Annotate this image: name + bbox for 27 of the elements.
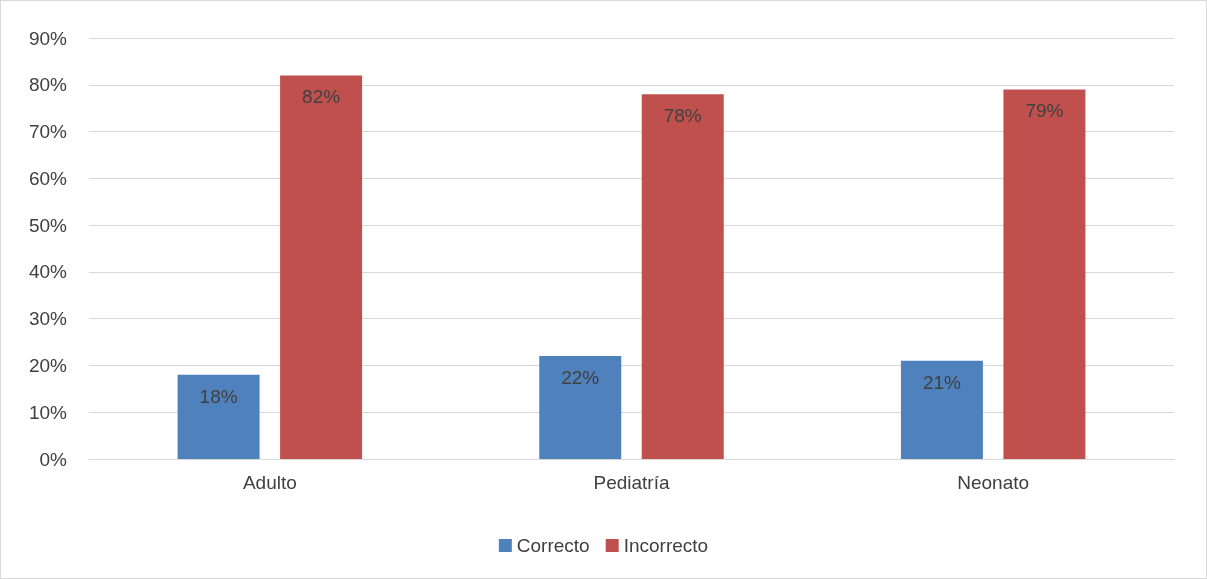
bar bbox=[900, 360, 983, 459]
legend-label: Incorrecto bbox=[623, 535, 709, 556]
bar bbox=[641, 94, 724, 459]
bar bbox=[177, 374, 260, 459]
y-tick-label: 20% bbox=[28, 354, 68, 376]
x-tick-label: Adulto bbox=[242, 472, 297, 493]
legend-label: Correcto bbox=[516, 535, 590, 556]
y-tick-label: 80% bbox=[28, 74, 68, 96]
y-tick-label: 30% bbox=[28, 308, 68, 330]
y-tick-label: 90% bbox=[28, 27, 68, 49]
y-tick-label: 10% bbox=[28, 401, 68, 423]
y-tick-label: 70% bbox=[28, 121, 68, 143]
y-tick-label: 40% bbox=[28, 261, 68, 283]
y-tick-label: 50% bbox=[28, 214, 68, 236]
x-tick-label: Pediatría bbox=[593, 472, 670, 493]
y-tick-label: 0% bbox=[39, 448, 68, 470]
data-label: 22% bbox=[561, 367, 600, 389]
data-label: 82% bbox=[302, 86, 341, 108]
data-label: 21% bbox=[922, 371, 962, 393]
data-label: 79% bbox=[1025, 100, 1064, 122]
data-label: 78% bbox=[663, 105, 702, 127]
bar bbox=[1003, 89, 1086, 459]
y-tick-label: 60% bbox=[28, 167, 68, 189]
bar bbox=[539, 356, 622, 459]
bar bbox=[280, 75, 363, 459]
data-label: 18% bbox=[199, 385, 238, 407]
x-tick-label: Neonato bbox=[957, 472, 1030, 493]
